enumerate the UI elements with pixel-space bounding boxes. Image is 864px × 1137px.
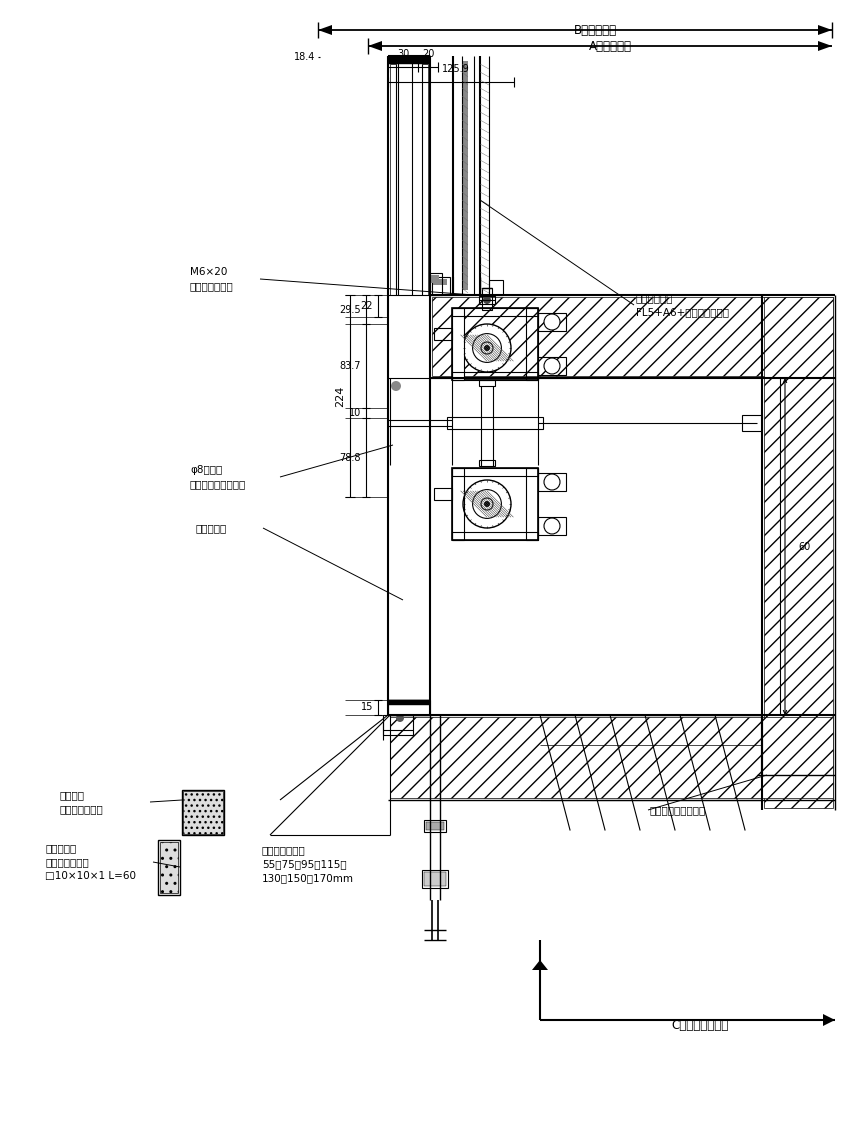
- Text: 18.4: 18.4: [294, 52, 315, 63]
- Text: φ8穴加工: φ8穴加工: [190, 465, 222, 475]
- Circle shape: [544, 518, 560, 534]
- Bar: [526, 468, 538, 540]
- Bar: [424, 820, 446, 832]
- Circle shape: [473, 333, 501, 363]
- Circle shape: [481, 342, 493, 354]
- Bar: [452, 308, 538, 316]
- Bar: [764, 297, 833, 808]
- Text: 裏面バッフル材付き: 裏面バッフル材付き: [190, 479, 246, 489]
- Bar: [388, 700, 430, 715]
- Bar: [452, 468, 538, 476]
- Text: 60: 60: [798, 541, 810, 551]
- Bar: [390, 64, 396, 294]
- Bar: [479, 460, 495, 466]
- Circle shape: [391, 381, 401, 391]
- Bar: [482, 288, 492, 310]
- Text: FL5+A6+網入型板ガラス: FL5+A6+網入型板ガラス: [636, 307, 729, 317]
- Bar: [433, 279, 447, 285]
- Bar: [424, 872, 446, 886]
- Text: □10×10×1 L=60: □10×10×1 L=60: [45, 871, 136, 881]
- Bar: [447, 417, 543, 429]
- Bar: [479, 296, 495, 304]
- Text: 224: 224: [335, 385, 345, 407]
- Circle shape: [473, 490, 501, 518]
- Text: （オプション）: （オプション）: [60, 804, 104, 814]
- Text: 複層ガラス：: 複層ガラス：: [636, 293, 674, 302]
- Text: 29.5: 29.5: [340, 305, 361, 315]
- Text: 22: 22: [360, 301, 373, 312]
- Circle shape: [544, 358, 560, 374]
- Circle shape: [481, 498, 493, 511]
- Bar: [452, 308, 464, 380]
- Bar: [422, 870, 448, 888]
- Bar: [432, 277, 450, 294]
- Bar: [452, 308, 538, 380]
- Bar: [434, 327, 452, 340]
- Text: 30: 30: [397, 49, 410, 59]
- Bar: [452, 532, 538, 540]
- Text: 130、150、170mm: 130、150、170mm: [262, 873, 354, 883]
- Bar: [489, 280, 503, 294]
- Bar: [430, 273, 442, 294]
- Circle shape: [396, 714, 404, 722]
- Bar: [526, 308, 538, 380]
- Bar: [434, 488, 452, 500]
- Bar: [538, 473, 566, 491]
- Text: C：仕上開口寸法: C：仕上開口寸法: [671, 1019, 728, 1032]
- Bar: [383, 715, 413, 735]
- Bar: [183, 791, 223, 835]
- Bar: [462, 61, 468, 290]
- Text: ゴムパッキン付: ゴムパッキン付: [190, 281, 234, 291]
- Bar: [452, 468, 538, 540]
- Polygon shape: [818, 25, 832, 35]
- Bar: [742, 415, 762, 431]
- Bar: [390, 717, 833, 798]
- Text: 10: 10: [349, 408, 361, 418]
- Polygon shape: [532, 960, 548, 970]
- Bar: [479, 380, 495, 385]
- Bar: [431, 275, 439, 283]
- Bar: [160, 843, 178, 893]
- Circle shape: [483, 296, 491, 304]
- Bar: [538, 517, 566, 536]
- Polygon shape: [823, 1014, 835, 1026]
- Text: 規格水切: 規格水切: [60, 790, 85, 800]
- Bar: [182, 790, 224, 835]
- Text: 排水パイプ: 排水パイプ: [45, 843, 76, 853]
- Bar: [388, 56, 430, 64]
- Bar: [388, 700, 430, 705]
- Text: B：外形寸法: B：外形寸法: [574, 24, 617, 36]
- Text: M6×20: M6×20: [190, 267, 227, 277]
- Circle shape: [544, 474, 560, 490]
- Circle shape: [484, 345, 490, 351]
- Text: A：呼称寸法: A：呼称寸法: [588, 40, 632, 52]
- Bar: [426, 822, 444, 830]
- Text: 仕上材（別途工事）: 仕上材（別途工事）: [650, 805, 706, 815]
- Bar: [432, 297, 833, 376]
- Text: 55、75、95、115、: 55、75、95、115、: [262, 858, 346, 869]
- Circle shape: [484, 501, 490, 507]
- Polygon shape: [818, 41, 832, 51]
- Circle shape: [463, 480, 511, 528]
- Text: 20: 20: [422, 49, 435, 59]
- Text: 78.8: 78.8: [340, 453, 361, 463]
- Polygon shape: [318, 25, 332, 35]
- Circle shape: [463, 324, 511, 372]
- Text: 83.7: 83.7: [340, 362, 361, 371]
- Bar: [538, 313, 566, 331]
- Bar: [452, 468, 464, 540]
- Text: 規格水切寸法は: 規格水切寸法は: [262, 845, 306, 855]
- Bar: [452, 372, 538, 380]
- Text: 125.9: 125.9: [442, 64, 470, 74]
- Bar: [158, 840, 180, 895]
- Text: 15: 15: [360, 703, 373, 713]
- Text: シーリング: シーリング: [195, 523, 226, 533]
- Bar: [422, 64, 428, 294]
- Bar: [538, 357, 566, 375]
- Text: （オプション）: （オプション）: [45, 857, 89, 868]
- Polygon shape: [368, 41, 382, 51]
- Circle shape: [544, 314, 560, 330]
